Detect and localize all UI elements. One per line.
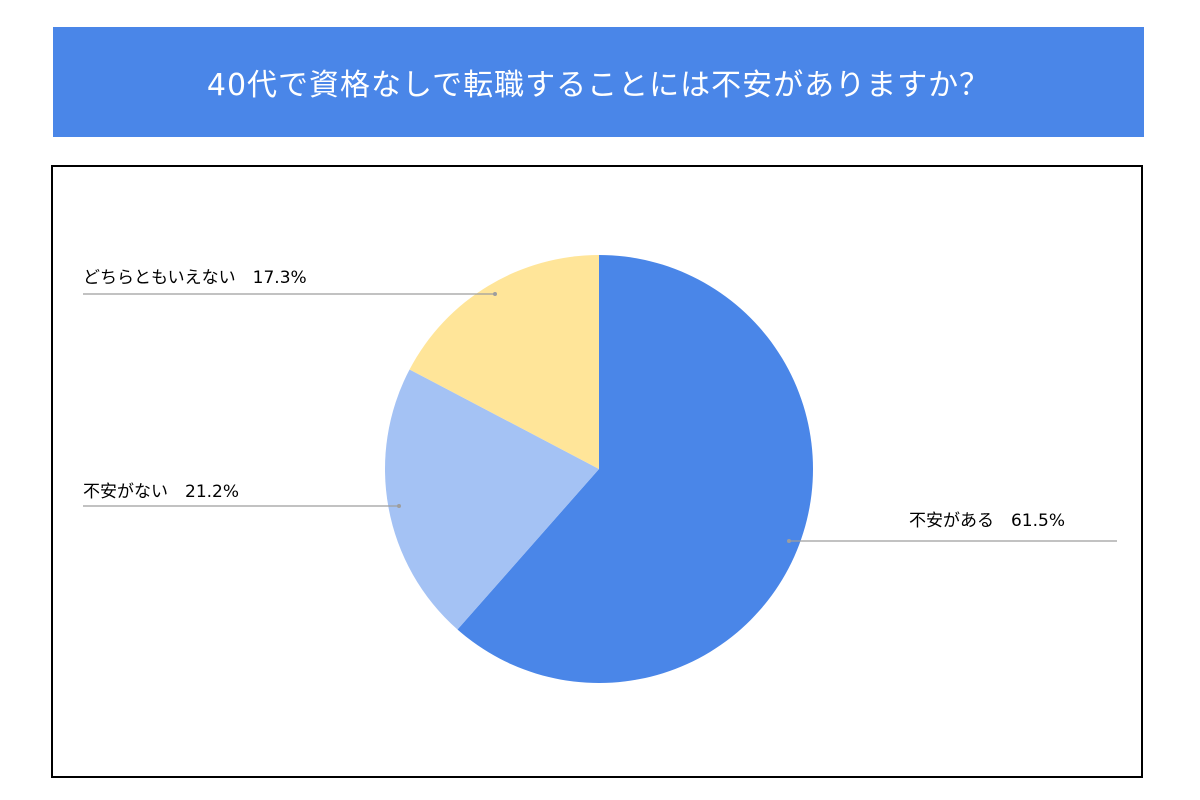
pie-chart: 不安がある 61.5% 不安がない 21.2% どちらともいえない 17.3%: [83, 255, 1117, 683]
slice-label: 不安がない 21.2%: [83, 482, 239, 502]
leader-dot: [787, 539, 791, 543]
pie-slice: [385, 369, 599, 630]
leader-dot: [493, 292, 497, 296]
chart-frame: 不安がある 61.5% 不安がない 21.2% どちらともいえない 17.3%: [51, 165, 1143, 778]
pie-slice: [409, 255, 599, 469]
pie-slice: [457, 255, 813, 683]
leader-dot: [397, 504, 401, 508]
title-banner: 40代で資格なしで転職することには不安がありますか？: [53, 27, 1144, 137]
slice-label: 不安がある 61.5%: [909, 511, 1065, 531]
chart-title: 40代で資格なしで転職することには不安がありますか？: [206, 68, 991, 103]
slice-label: どちらともいえない 17.3%: [83, 268, 307, 288]
